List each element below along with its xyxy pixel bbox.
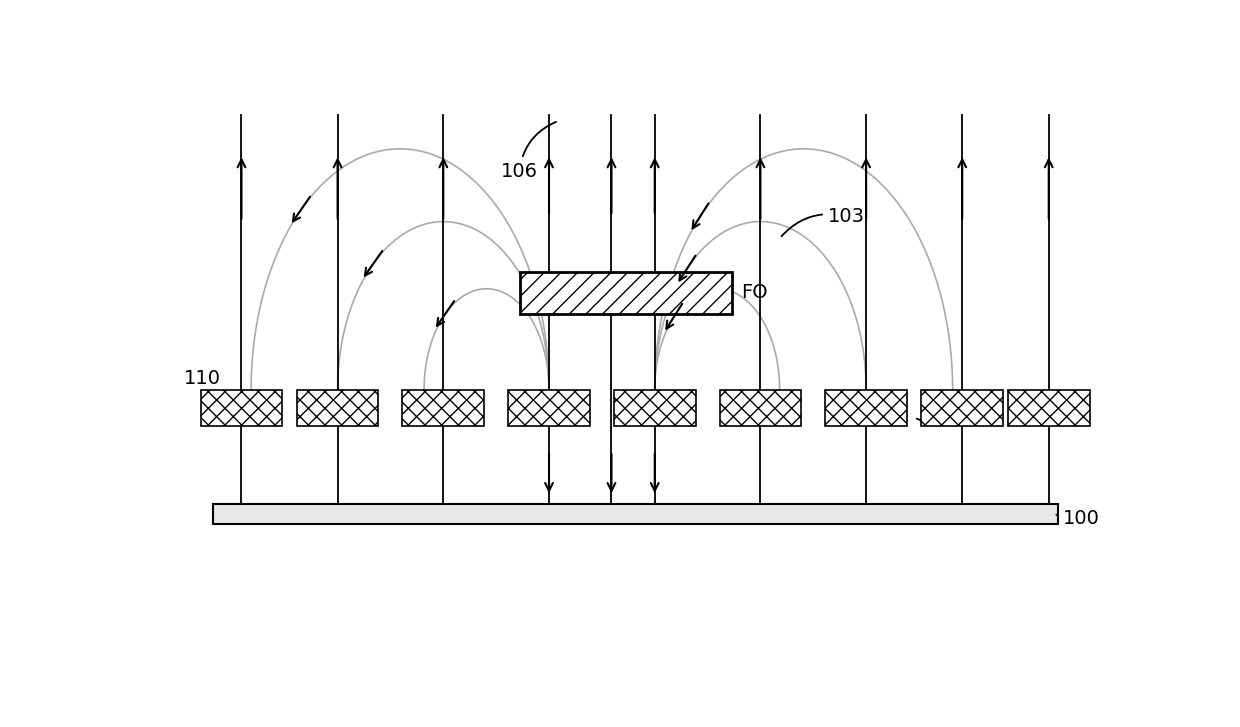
- Bar: [403, 390, 484, 426]
- Text: 110: 110: [184, 369, 234, 406]
- Text: 106: 106: [501, 122, 556, 181]
- Bar: [921, 390, 1003, 426]
- Text: FO: FO: [742, 284, 768, 302]
- Bar: [201, 390, 283, 426]
- Bar: [614, 390, 696, 426]
- Bar: [719, 390, 801, 426]
- Text: 103: 103: [781, 206, 864, 236]
- Text: 111: 111: [916, 411, 971, 430]
- Bar: [521, 272, 732, 314]
- Bar: [296, 390, 378, 426]
- Bar: [1008, 390, 1090, 426]
- Bar: [213, 505, 1058, 524]
- Text: 100: 100: [1056, 509, 1100, 528]
- Bar: [826, 390, 906, 426]
- Bar: [508, 390, 590, 426]
